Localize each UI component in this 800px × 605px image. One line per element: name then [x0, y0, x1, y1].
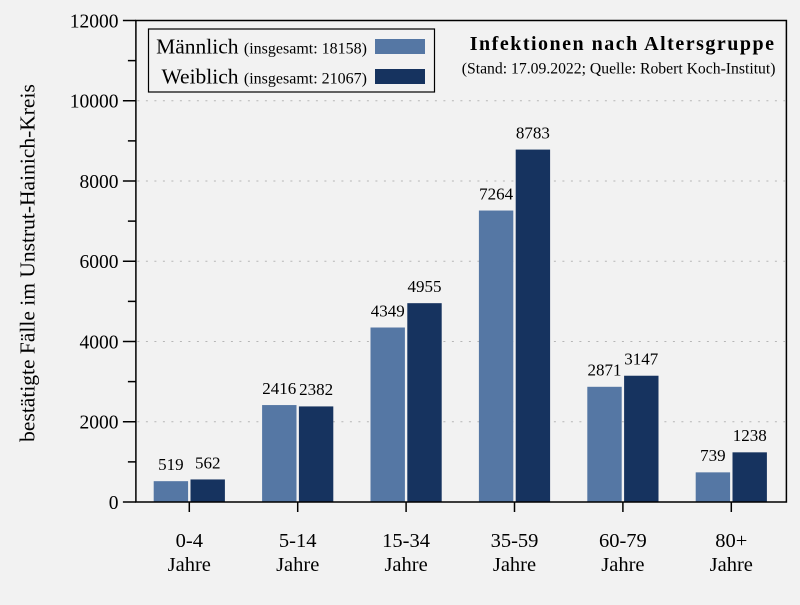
- svg-text:Jahre: Jahre: [601, 554, 644, 576]
- svg-text:12000: 12000: [70, 11, 119, 32]
- svg-text:2416: 2416: [262, 379, 296, 398]
- svg-text:519: 519: [158, 455, 184, 474]
- svg-text:Jahre: Jahre: [493, 554, 536, 576]
- svg-text:(Stand: 17.09.2022; Quelle: Ro: (Stand: 17.09.2022; Quelle: Robert Koch-…: [462, 61, 776, 78]
- svg-text:562: 562: [195, 453, 221, 472]
- svg-text:60-79: 60-79: [599, 530, 647, 552]
- svg-text:1238: 1238: [733, 426, 767, 445]
- svg-text:4000: 4000: [80, 332, 119, 353]
- svg-text:35-59: 35-59: [491, 530, 539, 552]
- svg-text:6000: 6000: [80, 252, 119, 273]
- svg-text:2000: 2000: [80, 413, 119, 434]
- svg-text:4955: 4955: [408, 277, 442, 296]
- svg-text:Jahre: Jahre: [710, 554, 753, 576]
- svg-text:3147: 3147: [624, 350, 659, 369]
- svg-text:4349: 4349: [371, 301, 405, 320]
- svg-text:Jahre: Jahre: [168, 554, 211, 576]
- svg-text:0-4: 0-4: [176, 530, 203, 552]
- svg-text:Weiblich (insgesamt: 21067): Weiblich (insgesamt: 21067): [161, 65, 367, 89]
- svg-text:8000: 8000: [80, 172, 119, 193]
- svg-text:0: 0: [109, 493, 119, 514]
- svg-text:Jahre: Jahre: [384, 554, 427, 576]
- svg-text:10000: 10000: [70, 92, 119, 113]
- svg-text:bestätigte Fälle im Unstrut-Ha: bestätigte Fälle im Unstrut-Hainich-Krei…: [16, 84, 40, 442]
- svg-text:15-34: 15-34: [382, 530, 430, 552]
- svg-text:Infektionen nach Altersgruppe: Infektionen nach Altersgruppe: [470, 33, 776, 55]
- svg-text:8783: 8783: [516, 123, 550, 142]
- svg-text:2871: 2871: [588, 361, 622, 380]
- svg-text:2382: 2382: [299, 380, 333, 399]
- svg-text:5-14: 5-14: [279, 530, 317, 552]
- svg-text:Jahre: Jahre: [276, 554, 319, 576]
- svg-text:Männlich (insgesamt: 18158): Männlich (insgesamt: 18158): [156, 35, 367, 59]
- svg-text:739: 739: [700, 446, 726, 465]
- svg-text:80+: 80+: [715, 530, 747, 552]
- svg-text:7264: 7264: [479, 184, 514, 203]
